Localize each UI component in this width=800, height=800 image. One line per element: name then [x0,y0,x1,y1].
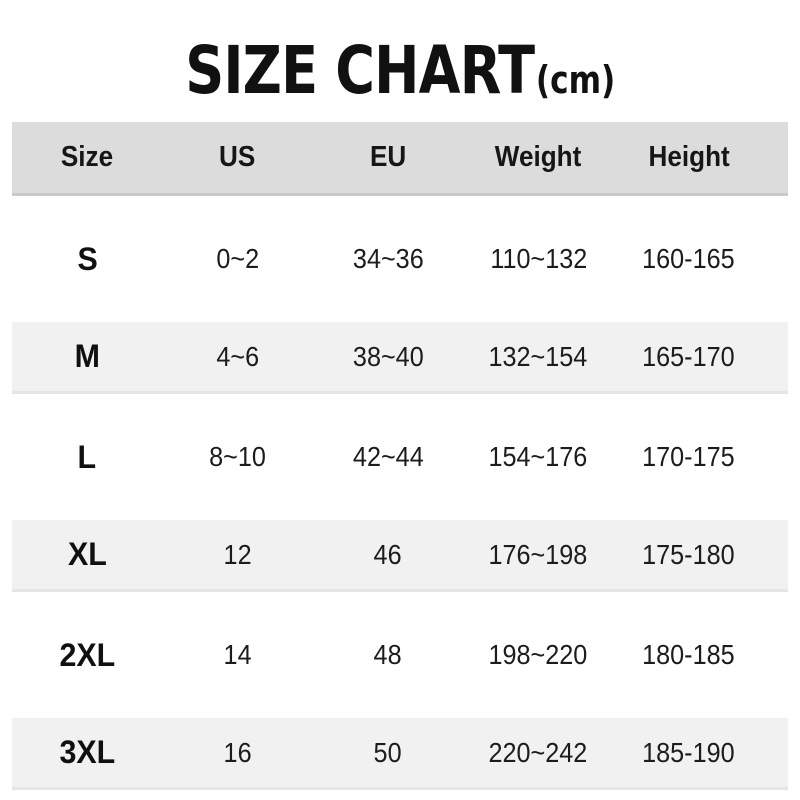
size-label: 3XL [59,734,116,770]
cell-size: M [12,338,162,375]
table-row-3xl: 3XL 16 50 220~242 185-190 [12,718,788,790]
size-label: M [74,338,100,374]
cell-size: XL [12,536,162,573]
cell-value: 14 [223,639,252,670]
cell-value: 12 [223,538,252,570]
size-label: L [77,438,97,475]
table-header-row: Size US EU Weight Height [12,122,788,196]
cell-value: 132~154 [488,340,588,372]
cell-value: 165-170 [642,340,736,372]
title-text: SIZE CHART [184,32,535,109]
column-header-weight: Weight [463,141,613,174]
cell-us: 16 [162,737,312,769]
cell-value: 48 [373,639,402,670]
cell-us: 0~2 [162,243,312,275]
cell-us: 12 [162,539,312,571]
cell-value: 220~242 [488,736,588,768]
cell-value: 0~2 [216,243,259,274]
cell-weight: 132~154 [463,341,613,373]
header-label: Size [61,141,114,173]
cell-eu: 38~40 [313,341,463,373]
cell-value: 185-190 [642,736,736,768]
table-row-2xl: 2XL 14 48 198~220 180-185 [12,619,788,691]
cell-eu: 46 [313,539,463,571]
cell-weight: 176~198 [463,539,613,571]
cell-value: 16 [223,736,252,768]
cell-eu: 34~36 [313,243,463,275]
header-label: Height [648,141,730,173]
size-label: S [77,240,98,277]
cell-size: S [12,241,162,278]
title-row: SIZE CHART(cm) [185,32,615,109]
cell-height: 170-175 [614,441,764,473]
cell-us: 14 [162,639,312,671]
cell-value: 38~40 [352,340,424,372]
cell-value: 175-180 [642,538,736,570]
cell-eu: 42~44 [313,441,463,473]
cell-value: 34~36 [352,243,424,274]
header-label: Weight [495,141,582,173]
cell-weight: 154~176 [463,441,613,473]
cell-weight: 198~220 [463,639,613,671]
cell-value: 8~10 [209,441,266,472]
cell-size: 3XL [12,734,162,771]
size-table: Size US EU Weight Height S 0~2 34~36 110… [12,122,788,790]
size-label: XL [67,536,107,572]
cell-value: 110~132 [489,243,587,274]
column-header-eu: EU [313,141,463,174]
cell-value: 170-175 [642,441,736,472]
cell-us: 4~6 [162,341,312,373]
table-row-l: L 8~10 42~44 154~176 170-175 [12,421,788,493]
column-header-size: Size [12,141,162,174]
cell-us: 8~10 [162,441,312,473]
cell-height: 160-165 [614,243,764,275]
size-label: 2XL [59,636,116,673]
column-header-us: US [162,141,312,174]
header-label: US [219,141,256,173]
cell-value: 50 [373,736,402,768]
cell-value: 42~44 [352,441,424,472]
table-row-xl: XL 12 46 176~198 175-180 [12,520,788,592]
cell-size: L [12,439,162,476]
title-unit: (cm) [535,58,616,102]
cell-value: 160-165 [642,243,736,274]
cell-height: 165-170 [614,341,764,373]
page-title: SIZE CHART(cm) [0,32,800,109]
cell-value: 180-185 [642,639,736,670]
cell-eu: 50 [313,737,463,769]
cell-weight: 220~242 [463,737,613,769]
cell-weight: 110~132 [463,243,613,275]
header-label: EU [369,141,407,173]
cell-value: 154~176 [488,441,588,472]
cell-value: 176~198 [488,538,588,570]
cell-value: 46 [373,538,402,570]
cell-height: 175-180 [614,539,764,571]
cell-height: 180-185 [614,639,764,671]
table-row-m: M 4~6 38~40 132~154 165-170 [12,322,788,394]
column-header-height: Height [614,141,764,174]
cell-value: 198~220 [488,639,588,670]
table-row-s: S 0~2 34~36 110~132 160-165 [12,223,788,295]
cell-value: 4~6 [216,340,259,372]
cell-height: 185-190 [614,737,764,769]
cell-eu: 48 [313,639,463,671]
cell-size: 2XL [12,637,162,674]
